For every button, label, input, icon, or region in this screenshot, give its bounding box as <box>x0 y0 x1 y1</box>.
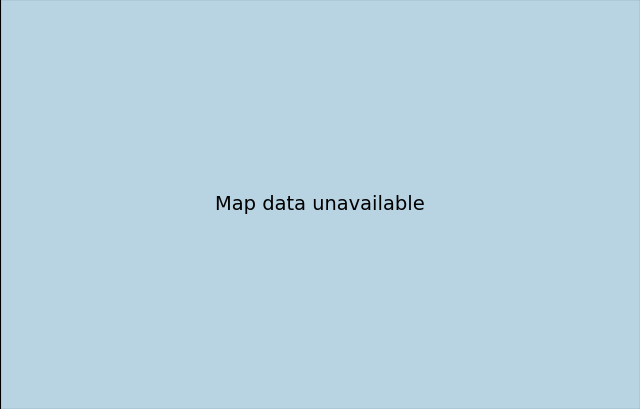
Text: Map data unavailable: Map data unavailable <box>215 195 425 214</box>
